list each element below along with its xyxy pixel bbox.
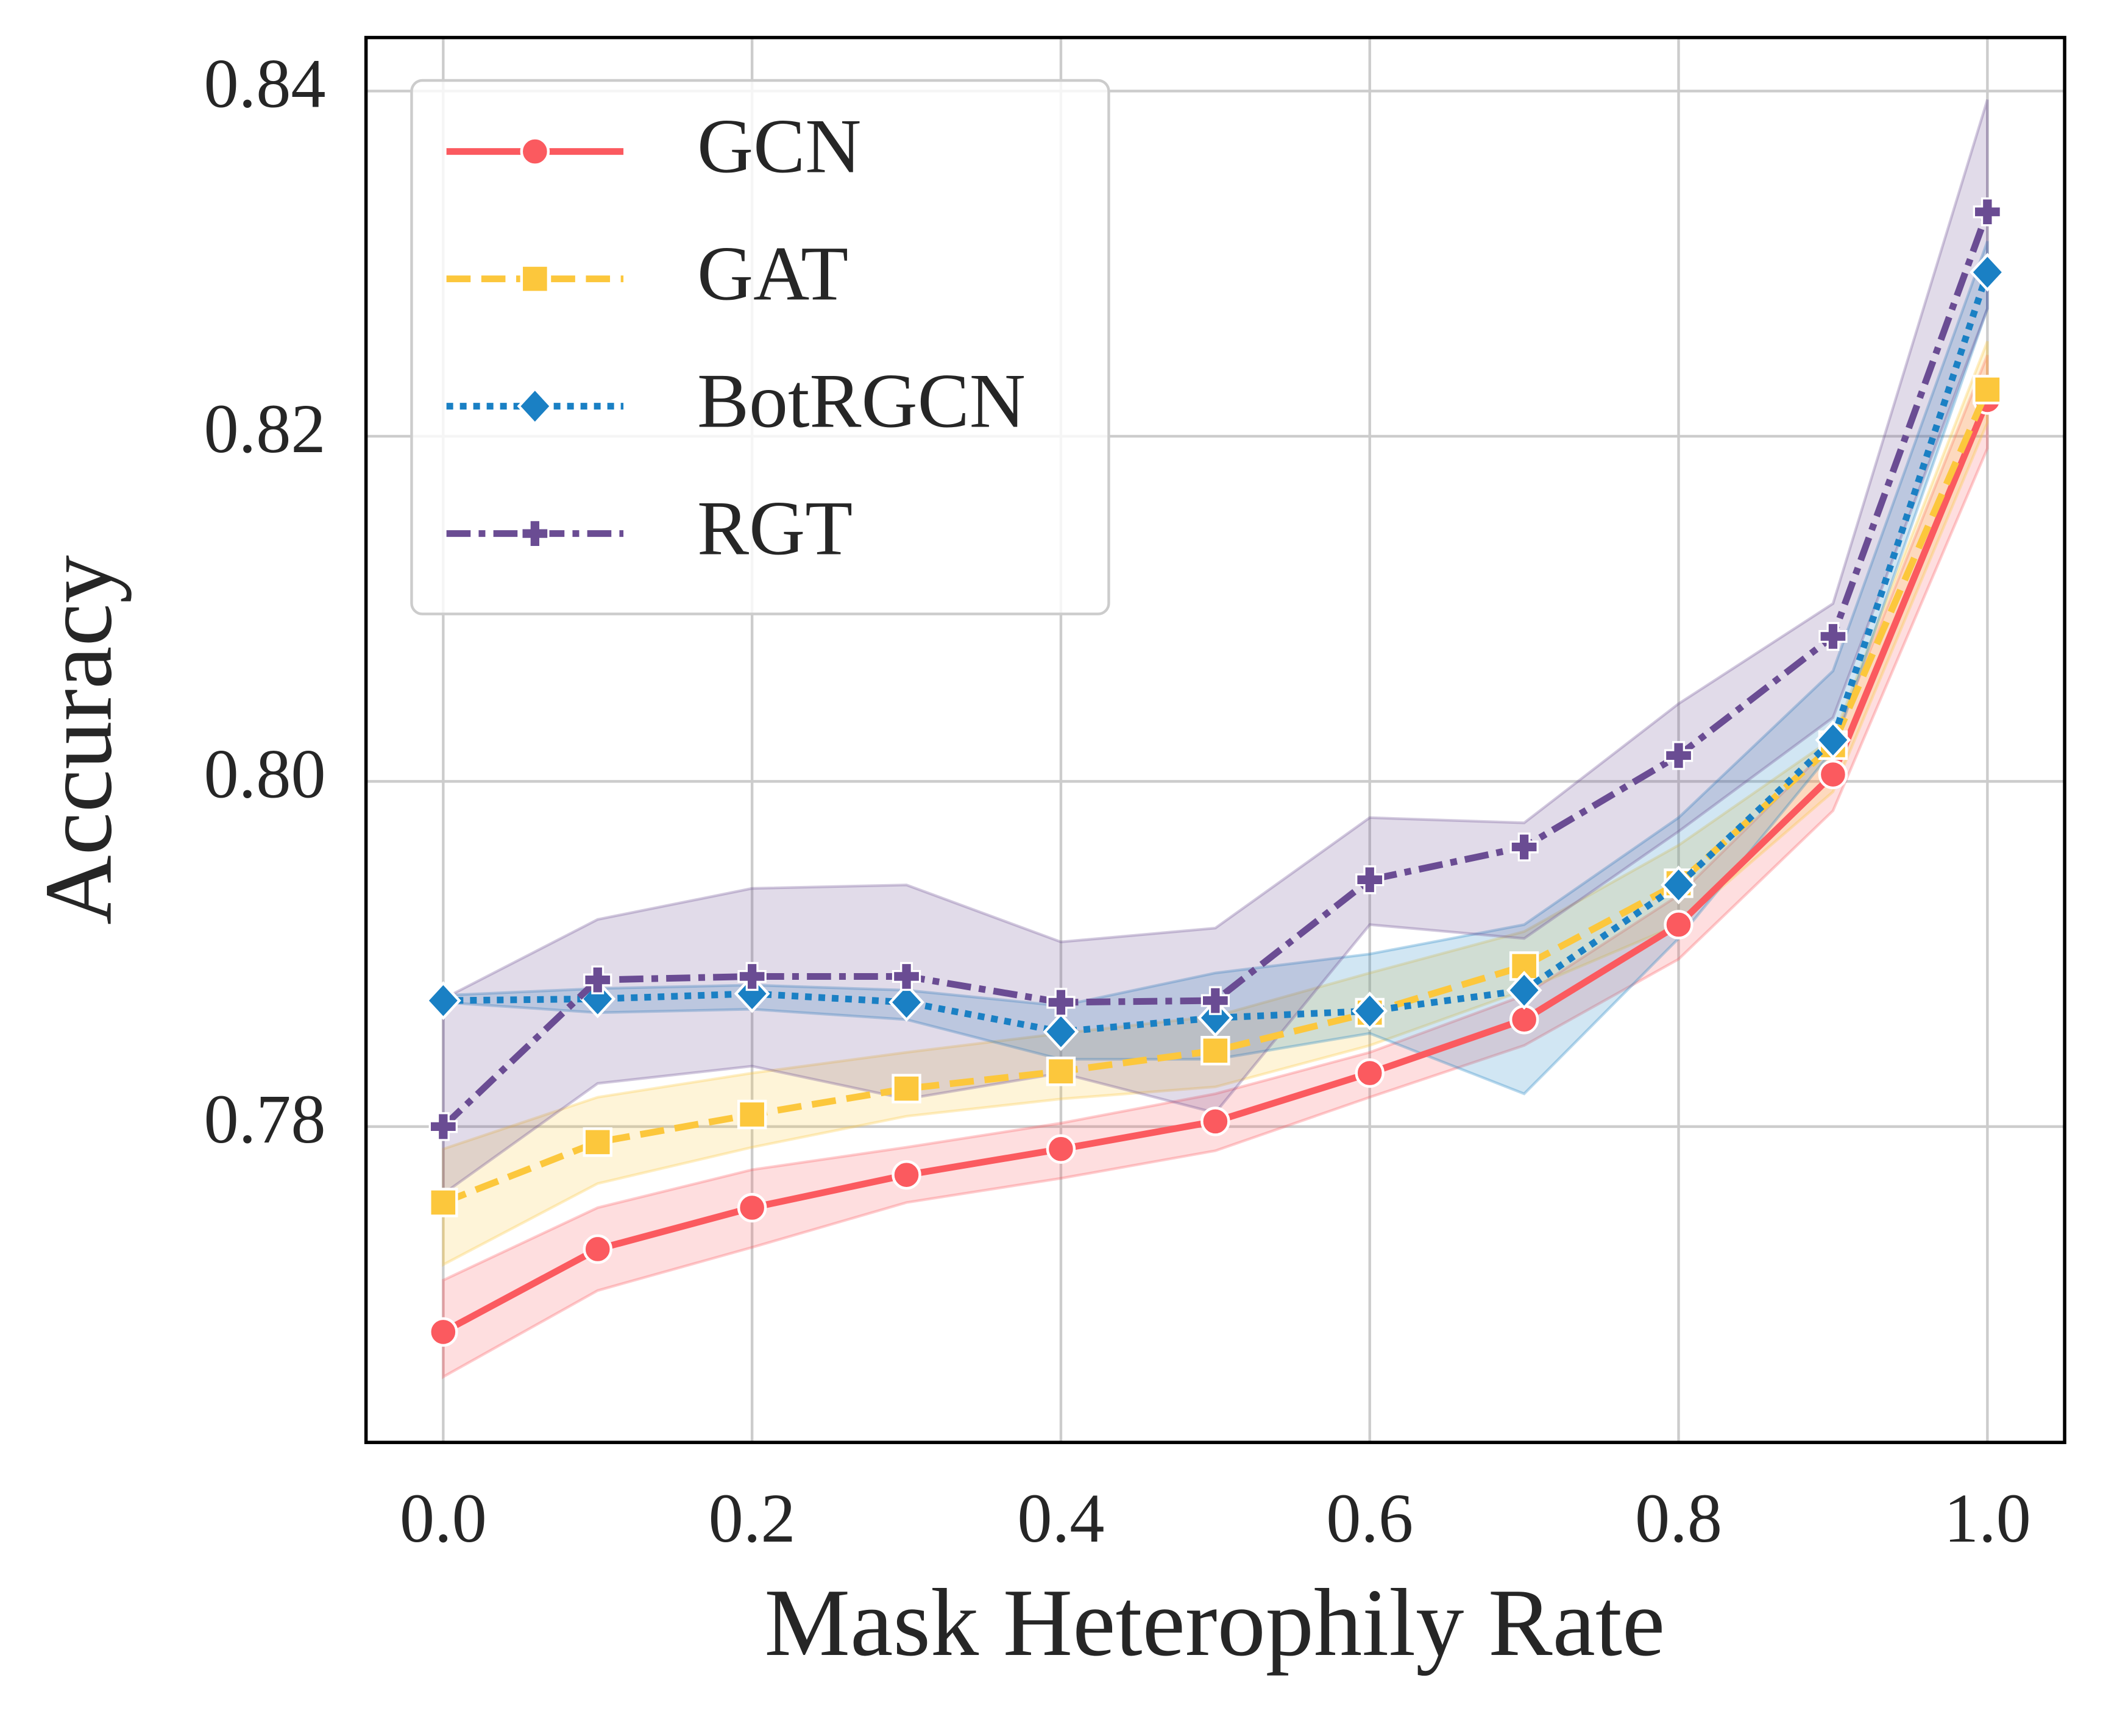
point (1509, 1005, 1539, 1035)
point (583, 1127, 612, 1157)
legend-label: RGT (697, 484, 853, 571)
y-tick-label: 0.80 (204, 735, 325, 813)
point (425, 981, 461, 1020)
x-tick-label: 0.8 (1635, 1479, 1722, 1557)
point (1661, 865, 1697, 905)
y-axis-label: Accuracy (26, 555, 132, 925)
point (1046, 1134, 1076, 1164)
x-axis-label: Mask Heterophily Rate (764, 1570, 1665, 1676)
point (1200, 1107, 1230, 1136)
point (428, 1188, 458, 1217)
confidence-band (442, 241, 1989, 1096)
point (737, 1192, 767, 1223)
plot-frame (364, 35, 2066, 1444)
point (1200, 1036, 1230, 1066)
point (1664, 910, 1693, 940)
point (428, 1112, 458, 1141)
x-tick-label: 1.0 (1944, 1479, 2031, 1557)
point (1355, 865, 1385, 895)
legend-label: GCN (697, 102, 861, 189)
point (737, 962, 767, 991)
x-tick-label: 0.6 (1326, 1479, 1413, 1557)
legend-label: GAT (697, 230, 848, 316)
y-tick-label: 0.82 (204, 390, 325, 467)
point (1509, 832, 1539, 862)
legend-label: BotRGCN (697, 357, 1026, 444)
point (1973, 197, 2002, 227)
point (1043, 1012, 1079, 1051)
confidence-band (442, 99, 1989, 1197)
legend-marker (520, 519, 550, 548)
point (1664, 741, 1693, 770)
point (892, 1160, 921, 1190)
point (1973, 375, 2002, 405)
y-tick-label: 0.84 (204, 45, 325, 122)
point (1969, 252, 2005, 292)
point (1046, 988, 1076, 1017)
point (888, 983, 924, 1022)
point (1355, 1058, 1385, 1088)
confidence-band (442, 354, 1989, 1380)
point (737, 1099, 767, 1130)
x-tick-label: 0.0 (400, 1479, 487, 1557)
y-tick-label: 0.78 (204, 1080, 325, 1158)
point (1197, 998, 1233, 1038)
legend-box (410, 79, 1110, 615)
point (1818, 759, 1848, 790)
legend-marker (520, 136, 550, 166)
legend-marker (520, 264, 550, 294)
legend-marker (517, 386, 553, 426)
legend: GCN GAT BotRGCN RGT (410, 79, 1110, 615)
point (428, 1317, 458, 1347)
point (892, 962, 921, 991)
point (583, 1234, 612, 1264)
confidence-band (442, 341, 1989, 1267)
series-line (443, 271, 1991, 1035)
point (583, 965, 612, 994)
point (1046, 1057, 1076, 1086)
point (1506, 971, 1542, 1010)
point (892, 1074, 921, 1104)
point (1200, 986, 1230, 1015)
point (1815, 720, 1851, 760)
point (734, 974, 770, 1013)
x-tick-label: 0.4 (1017, 1479, 1104, 1557)
point (1352, 991, 1388, 1030)
point (1818, 622, 1848, 651)
x-tick-label: 0.2 (709, 1479, 796, 1557)
